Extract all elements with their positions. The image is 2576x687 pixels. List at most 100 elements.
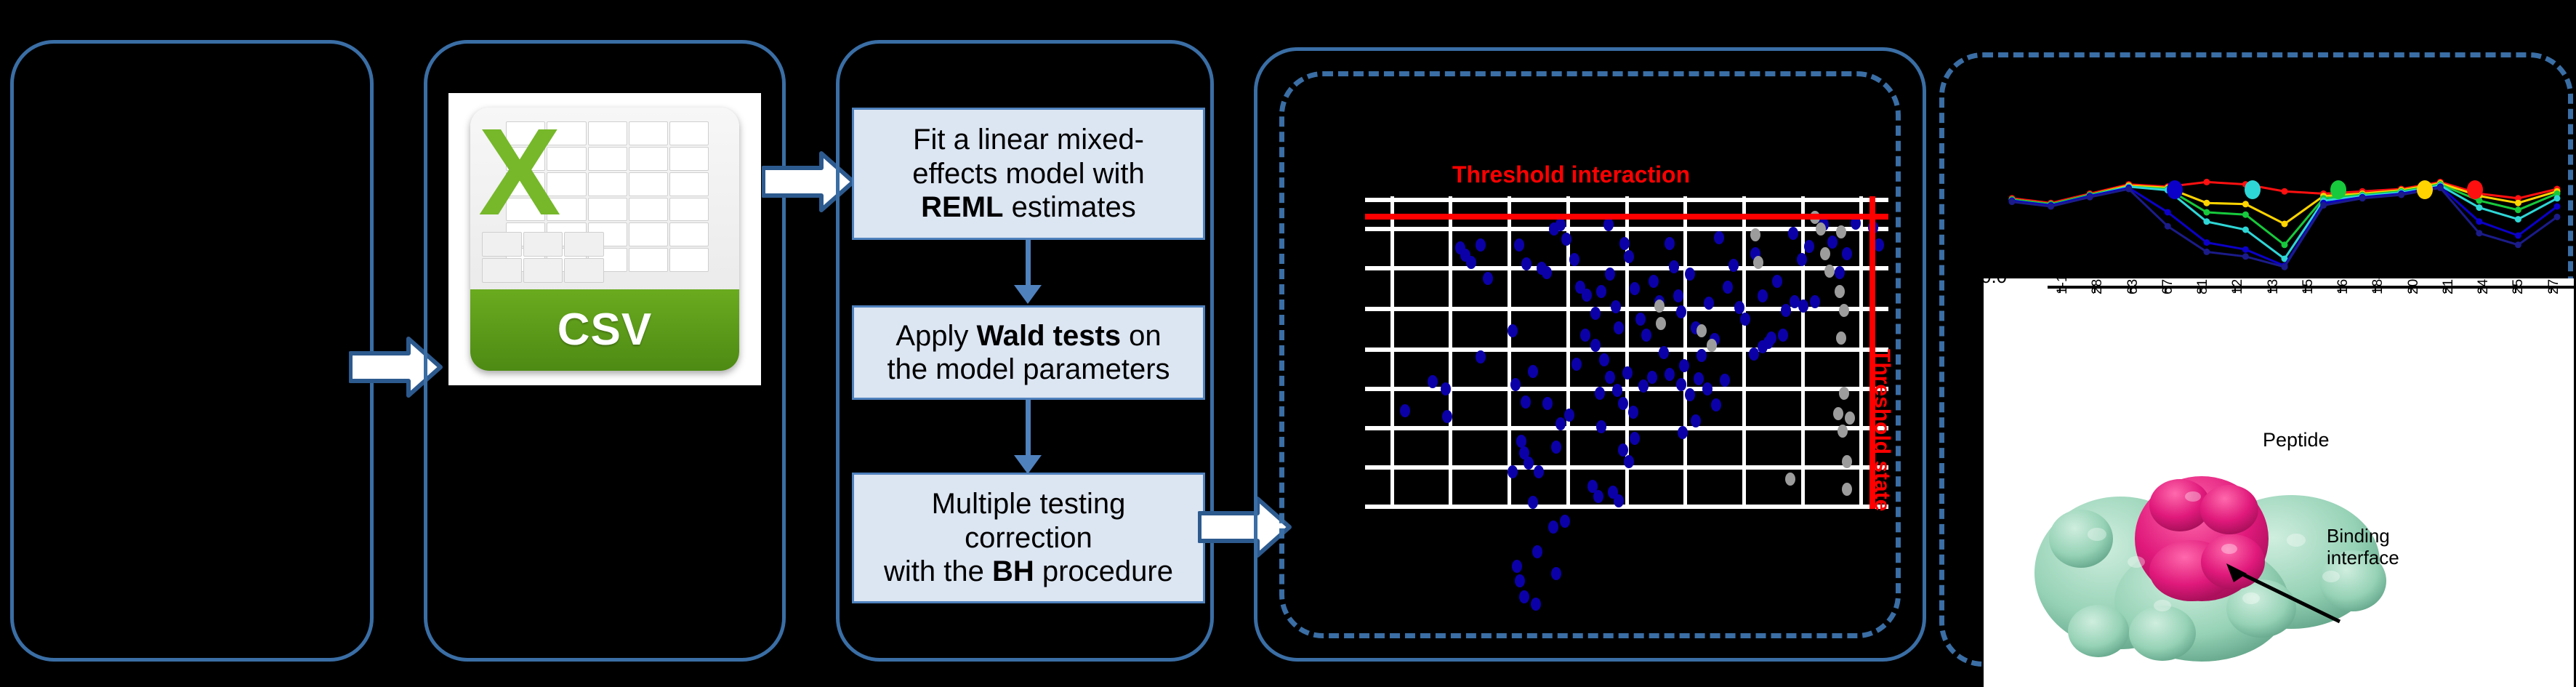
peptide-marker: [2553, 213, 2561, 220]
scatter-point: [1624, 455, 1634, 468]
scatter-point: [1590, 339, 1601, 352]
scatter-point: [1827, 236, 1838, 249]
scatter-point: [1665, 368, 1675, 381]
process-box-bh[interactable]: Multiple testing correction with the BH pr…: [852, 473, 1205, 603]
peptide-axis-title: Peptide: [2263, 429, 2330, 451]
scatter-point: [1542, 397, 1553, 410]
peptide-marker: [2203, 239, 2210, 246]
scatter-point: [1596, 285, 1606, 298]
scatter-point: [1685, 268, 1695, 281]
peptide-tick-label: 63-73: [2125, 278, 2141, 294]
scatter-point: [1665, 237, 1675, 250]
peptide-marker: [2281, 188, 2288, 195]
scatter-point: [1400, 404, 1410, 417]
process-box-reml[interactable]: Fit a linear mixed-effects model with REM…: [852, 108, 1205, 240]
connector-reml-to-wald: [1026, 240, 1031, 289]
legend-dot-2: [2245, 180, 2261, 199]
scatter-point-ns: [1833, 407, 1843, 420]
scatter-point: [1676, 305, 1686, 318]
scatter-point-ns: [1750, 228, 1760, 241]
scatter-point-ns: [1707, 339, 1717, 352]
scatter-point-ns: [1654, 300, 1665, 313]
scatter-point-ns: [1824, 265, 1835, 278]
process-box-wald-text: Apply Wald tests on the model parameters: [887, 319, 1170, 385]
scatter-point: [1519, 446, 1529, 459]
scatter-point: [1590, 307, 1601, 320]
scatter-point: [1514, 238, 1524, 252]
connector-wald-to-bh: [1026, 400, 1031, 459]
peptide-axis-tick: [2550, 286, 2552, 293]
scatter-point: [1630, 432, 1640, 445]
peptide-marker: [2281, 241, 2288, 249]
scatter-point: [1676, 378, 1686, 391]
peptide-tick-label: 1-15: [2055, 278, 2070, 294]
peptide-marker: [2476, 218, 2483, 225]
scatter-point: [1804, 240, 1814, 253]
scatter-point: [1605, 268, 1615, 281]
csv-icon-body: X CSV: [470, 108, 739, 371]
peptide-marker: [2242, 201, 2249, 208]
scatter-point: [1734, 301, 1744, 314]
scatter-point: [1595, 387, 1605, 400]
csv-label-band: CSV: [470, 289, 739, 371]
process-box-wald[interactable]: Apply Wald tests on the model parameters: [852, 305, 1205, 400]
peptide-x-axis: [2048, 286, 2574, 289]
peptide-marker: [2008, 198, 2016, 206]
scatter-point-ns: [1842, 483, 1852, 496]
peptide-marker: [2048, 203, 2055, 210]
scatter-point: [1778, 329, 1788, 342]
connector-arrowhead-1: [1014, 285, 1042, 304]
scatter-point: [1797, 253, 1807, 266]
panel-csv-file: [424, 40, 786, 662]
scatter-point-ns: [1839, 387, 1849, 400]
scatter-point-ns: [1696, 324, 1707, 337]
scatter-point-ns: [1838, 425, 1848, 438]
scatter-point: [1647, 371, 1657, 384]
connector-arrowhead-2: [1014, 455, 1042, 474]
scatter-point: [1593, 490, 1603, 503]
panel-statistical-analysis: [836, 40, 1214, 662]
scatter-point: [1528, 365, 1538, 378]
peptide-tick-label: 184-199: [2370, 278, 2386, 294]
scatter-point: [1560, 515, 1570, 528]
scatter-point: [1551, 567, 1561, 580]
scatter-point: [1649, 275, 1659, 288]
scatter-point: [1720, 374, 1730, 387]
scatter-point: [1603, 218, 1614, 231]
y-axis-zero-label: 0.0: [1984, 278, 2007, 288]
peptide-tick-label: 167-180: [2335, 278, 2351, 294]
peptide-structure-card: 0.0 1-15 28-44 63-73 67-75 81-101 122-129 135-…: [1984, 278, 2574, 687]
peptide-marker: [2553, 190, 2561, 197]
scatter-point-ns: [1816, 222, 1826, 236]
scatter-point: [1673, 289, 1683, 302]
scatter-point-ns: [1785, 473, 1795, 486]
peptide-axis-tick: [2480, 286, 2482, 293]
panel-results-scatter: [1254, 47, 1926, 662]
peptide-marker: [2320, 201, 2327, 209]
legend-dot-5: [2467, 180, 2483, 199]
peptide-marker: [2436, 184, 2444, 191]
peptide-marker: [2242, 211, 2249, 218]
scatter-point-ns: [1842, 455, 1852, 468]
volcano-scatter-plot: [1365, 196, 1888, 611]
scatter-point: [1766, 332, 1776, 345]
peptide-marker: [2553, 195, 2561, 202]
scatter-point: [1669, 260, 1679, 273]
scatter-point: [1580, 329, 1590, 342]
binding-interface-annotation: Binding interface: [2327, 525, 2399, 569]
scatter-point: [1519, 590, 1529, 603]
peptide-tick-label: 218-237: [2441, 278, 2457, 294]
scatter-point: [1798, 300, 1808, 313]
process-box-reml-text: Fit a linear mixed-effects model with REM…: [912, 124, 1145, 224]
scatter-point-ns: [1839, 304, 1849, 317]
peptide-marker: [2476, 197, 2483, 204]
threshold-interaction-line: [1365, 214, 1888, 220]
peptide-marker: [2281, 263, 2288, 270]
threshold-state-label: Threshold state: [1870, 349, 1894, 512]
scatter-point: [1516, 435, 1526, 448]
peptide-marker: [2281, 255, 2288, 262]
scatter-point: [1842, 247, 1852, 260]
scatter-point: [1624, 250, 1634, 263]
scatter-point-ns: [1835, 285, 1845, 298]
